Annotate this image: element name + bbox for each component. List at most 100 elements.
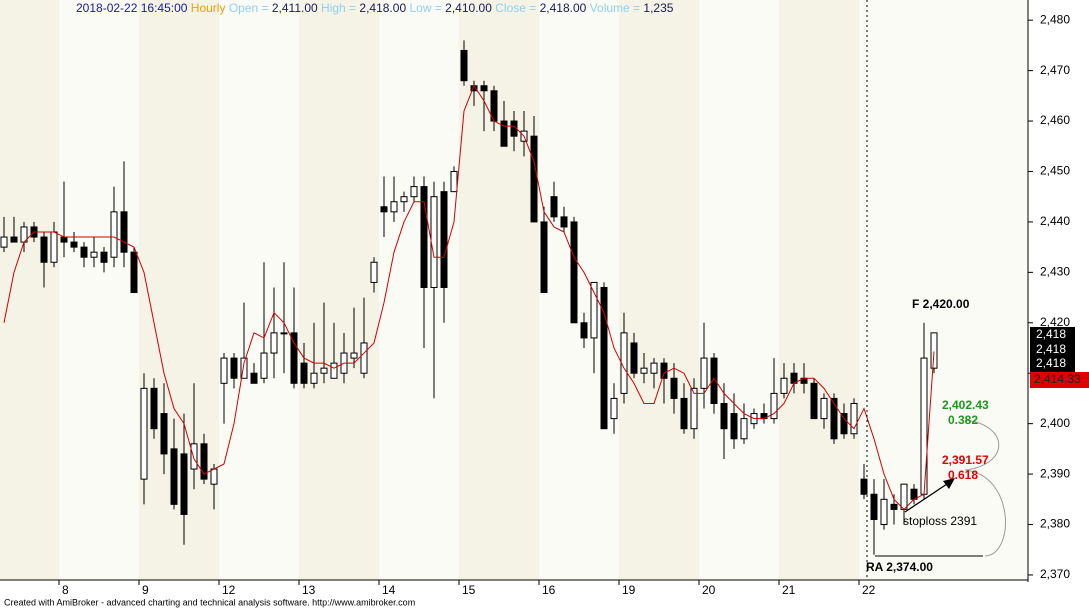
header-label: Close = xyxy=(495,1,536,15)
candle-body xyxy=(290,332,298,384)
annotation: RA 2,374.00 xyxy=(866,560,933,574)
candle-body xyxy=(240,357,248,379)
header-value: 2,418.00 xyxy=(540,1,587,15)
y-tick-label: 2,470 xyxy=(1040,63,1070,77)
candle-body xyxy=(870,493,878,520)
candles xyxy=(0,40,938,555)
candle-body xyxy=(60,236,68,243)
price-label: 2,418 xyxy=(1036,356,1066,370)
header-label: Volume = xyxy=(590,1,640,15)
y-tick-label: 2,370 xyxy=(1040,567,1070,581)
candle-body xyxy=(550,196,558,218)
x-tick-label: 8 xyxy=(62,583,69,597)
x-tick-label: 19 xyxy=(622,583,636,597)
candle-body xyxy=(270,332,278,354)
header-interval: Hourly xyxy=(191,1,226,15)
day-band xyxy=(379,0,459,580)
candle-body xyxy=(770,392,778,420)
header-date: 2018-02-22 16:45:00 xyxy=(76,1,188,15)
candle-body xyxy=(420,186,428,288)
x-tick-label: 21 xyxy=(782,583,796,597)
candle-body xyxy=(840,413,848,435)
day-band xyxy=(699,0,779,580)
candle-body xyxy=(170,448,178,505)
day-band xyxy=(299,0,379,580)
fib-arc xyxy=(964,419,1000,471)
candle-body xyxy=(10,236,18,243)
price-label: 2,414.33 xyxy=(1034,372,1081,386)
candle-body xyxy=(280,332,288,335)
candle-body xyxy=(450,170,458,193)
candle-body xyxy=(700,357,708,389)
y-tick-label: 2,480 xyxy=(1040,12,1070,26)
annotation: 2,402.43 xyxy=(942,398,989,412)
candle-body xyxy=(220,357,228,384)
candle-body xyxy=(40,236,48,263)
day-band xyxy=(619,0,699,580)
candle-body xyxy=(440,191,448,288)
candle-body xyxy=(730,413,738,440)
candle-body xyxy=(570,221,578,324)
x-tick-label: 20 xyxy=(702,583,716,597)
candle-body xyxy=(260,352,268,379)
day-band xyxy=(459,0,539,580)
candle-body xyxy=(330,362,338,379)
arrow xyxy=(904,481,951,513)
candle-body xyxy=(300,362,308,384)
x-tick-label: 9 xyxy=(142,583,149,597)
fib-arc xyxy=(964,469,1006,557)
candle-body xyxy=(70,241,78,248)
annotation: 0.382 xyxy=(948,413,978,427)
price-label: 2,418 xyxy=(1036,342,1066,356)
candle-body xyxy=(630,342,638,374)
day-bands xyxy=(0,0,859,580)
x-tick-label: 22 xyxy=(862,583,876,597)
candle-body xyxy=(410,186,418,198)
candle-body xyxy=(390,201,398,213)
price-box xyxy=(1030,327,1075,372)
x-tick-label: 14 xyxy=(382,583,396,597)
annotation: F 2,420.00 xyxy=(912,297,970,311)
candle-body xyxy=(670,377,678,399)
candle-body xyxy=(140,387,148,480)
annotation: stoploss 2391 xyxy=(903,514,977,528)
x-tick-label: 13 xyxy=(302,583,316,597)
candle-body xyxy=(180,453,188,515)
day-band xyxy=(139,0,219,580)
candle-body xyxy=(200,443,208,480)
header-label: High = xyxy=(321,1,356,15)
candle-body xyxy=(860,478,868,495)
candle-body xyxy=(820,397,828,420)
candle-body xyxy=(500,120,508,147)
y-tick-label: 2,440 xyxy=(1040,214,1070,228)
candle-body xyxy=(430,196,438,288)
candle-body xyxy=(460,49,468,82)
arrow-head xyxy=(943,478,955,489)
candle-body xyxy=(540,221,548,294)
candle-body xyxy=(640,367,648,374)
candle-body xyxy=(100,251,108,263)
candle-body xyxy=(690,387,698,430)
y-tick-label: 2,390 xyxy=(1040,466,1070,480)
candle-body xyxy=(880,498,888,526)
candle-body xyxy=(610,397,618,420)
price-label: 2,418 xyxy=(1036,327,1066,341)
candle-body xyxy=(400,196,408,203)
candle-body xyxy=(830,397,838,440)
candle-body xyxy=(320,367,328,374)
candle-body xyxy=(590,281,598,339)
candle-body xyxy=(130,251,138,294)
candle-body xyxy=(850,402,858,435)
footer: Created with AmiBroker - advanced charti… xyxy=(4,597,415,607)
candle-body xyxy=(930,332,938,369)
candle-body xyxy=(580,322,588,339)
candle-body xyxy=(720,402,728,430)
candle-body xyxy=(360,342,368,374)
candle-body xyxy=(370,261,378,283)
candle-body xyxy=(350,352,358,359)
candle-body xyxy=(600,286,608,430)
candle-body xyxy=(90,251,98,258)
candle-body xyxy=(230,357,238,379)
y-tick-label: 2,420 xyxy=(1040,315,1070,329)
